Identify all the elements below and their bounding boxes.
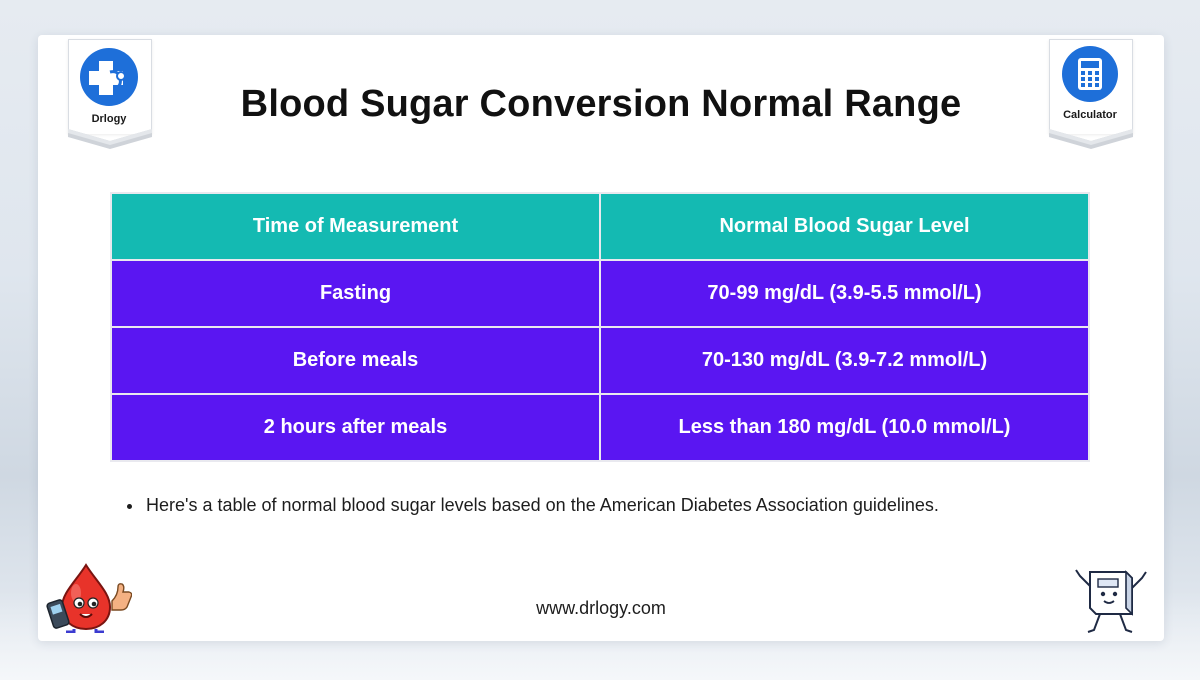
column-header-level: Normal Blood Sugar Level bbox=[599, 192, 1090, 261]
page-title: Blood Sugar Conversion Normal Range bbox=[240, 83, 962, 125]
cell-time: Before meals bbox=[110, 326, 601, 395]
cell-level: 70-130 mg/dL (3.9-7.2 mmol/L) bbox=[599, 326, 1090, 395]
calculator-icon bbox=[1062, 46, 1118, 102]
stethoscope-cross-icon bbox=[80, 48, 138, 106]
cell-level: Less than 180 mg/dL (10.0 mmol/L) bbox=[599, 393, 1090, 462]
badge-label-calculator: Calculator bbox=[1063, 109, 1117, 121]
cell-time: Fasting bbox=[110, 259, 601, 328]
column-header-time: Time of Measurement bbox=[110, 192, 601, 261]
table-row: Before meals 70-130 mg/dL (3.9-7.2 mmol/… bbox=[110, 326, 1090, 395]
drlogy-badge[interactable]: Drlogy bbox=[68, 39, 152, 151]
badge-label-drlogy: Drlogy bbox=[91, 113, 127, 125]
note-item: Here's a table of normal blood sugar lev… bbox=[144, 495, 939, 516]
table-row: Fasting 70-99 mg/dL (3.9-5.5 mmol/L) bbox=[110, 259, 1090, 328]
blood-sugar-table: Time of Measurement Normal Blood Sugar L… bbox=[110, 192, 1090, 462]
calculator-badge[interactable]: Calculator bbox=[1049, 39, 1133, 151]
cell-time: 2 hours after meals bbox=[110, 393, 601, 462]
badge-chevron bbox=[1049, 129, 1133, 149]
cell-level: 70-99 mg/dL (3.9-5.5 mmol/L) bbox=[599, 259, 1090, 328]
blood-drop-mascot-icon bbox=[46, 563, 132, 633]
note-list: Here's a table of normal blood sugar lev… bbox=[122, 495, 939, 516]
badge-chevron bbox=[68, 129, 152, 149]
calculator-mascot-icon bbox=[1075, 569, 1147, 633]
content-card: Drlogy Calculator Blood Sugar Conversion… bbox=[38, 35, 1164, 641]
table-header-row: Time of Measurement Normal Blood Sugar L… bbox=[110, 192, 1090, 261]
table-row: 2 hours after meals Less than 180 mg/dL … bbox=[110, 393, 1090, 462]
footer-url[interactable]: www.drlogy.com bbox=[536, 598, 666, 618]
